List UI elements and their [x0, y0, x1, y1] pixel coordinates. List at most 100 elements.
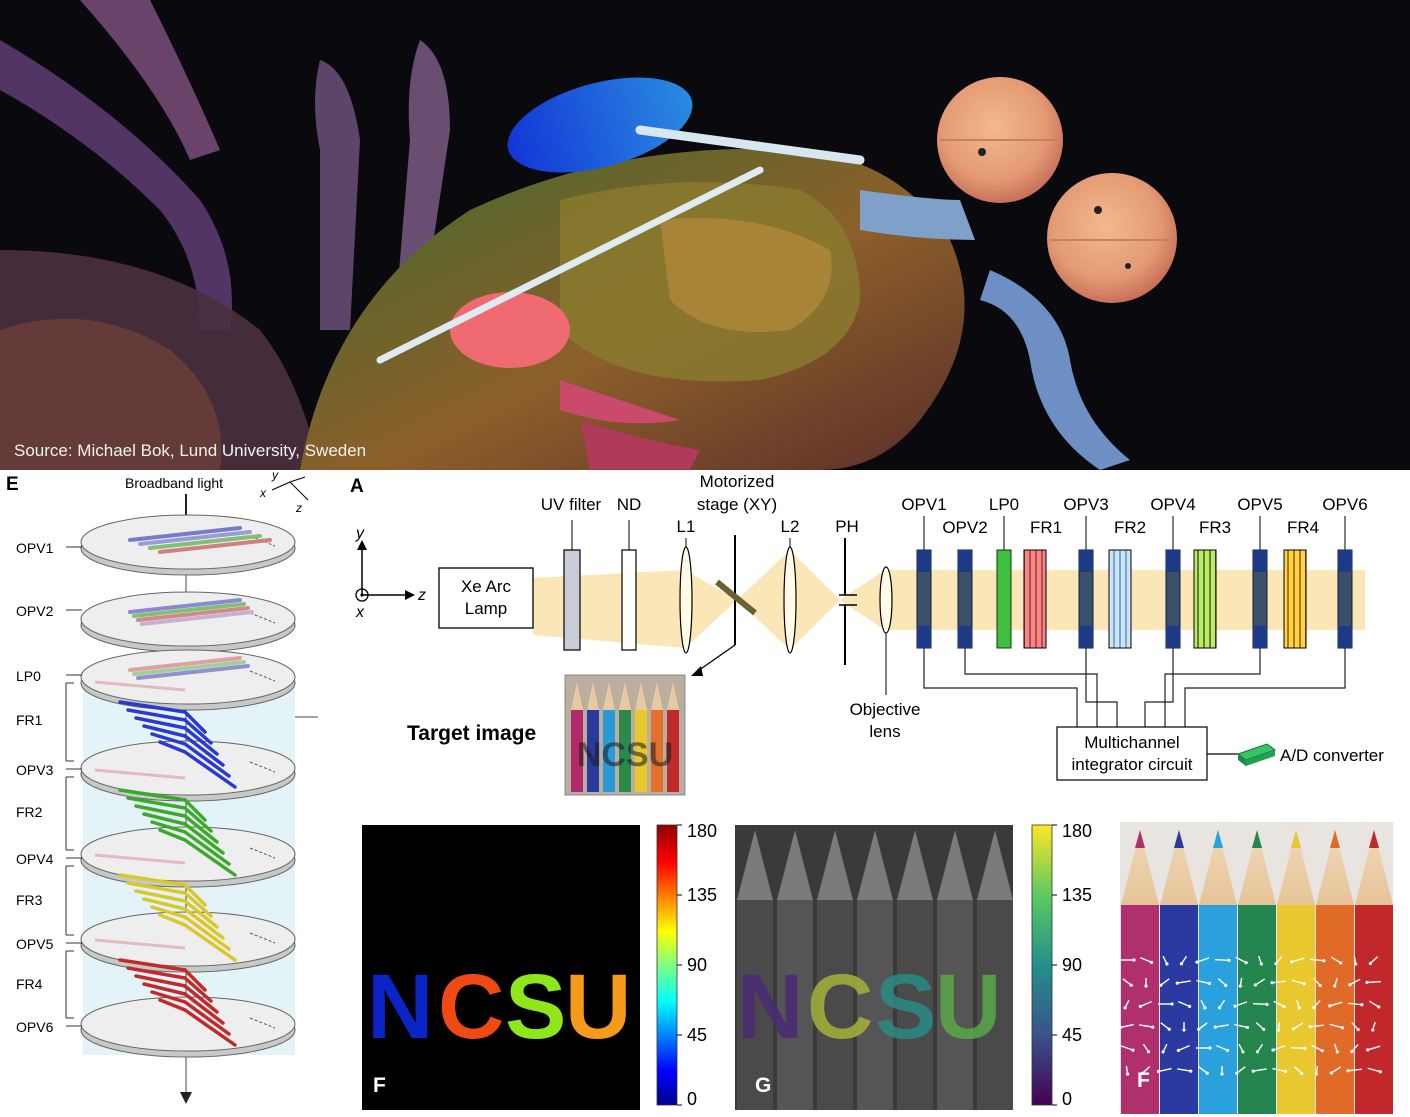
fr-rod	[134, 804, 187, 818]
orientation-vector	[1291, 957, 1305, 963]
color-pencil	[1277, 905, 1315, 1114]
gray-pencil-tip	[857, 830, 893, 900]
mantis-shrimp-photo: Source: Michael Bok, Lund University, Sw…	[0, 0, 1410, 470]
thumb-pencil	[587, 710, 599, 792]
layer-label-fr3: FR3	[16, 892, 43, 908]
orientation-vector	[1196, 957, 1210, 963]
thumb-pencil	[619, 710, 631, 792]
orientation-vector	[1120, 1045, 1134, 1051]
orientation-vector	[1253, 1068, 1267, 1072]
orientation-vector	[1236, 1066, 1246, 1074]
orientation-vector	[1273, 1000, 1285, 1008]
thumb-pencil	[571, 710, 583, 792]
orientation-vector	[1234, 1001, 1248, 1007]
svg-text:Motorized: Motorized	[700, 472, 775, 491]
fr-rod	[150, 732, 187, 746]
orientation-vector	[1291, 979, 1305, 985]
svg-text:integrator circuit: integrator circuit	[1072, 755, 1193, 774]
thumb-pencil	[635, 710, 647, 792]
motorized-stage: Motorized stage (XY)	[691, 472, 777, 676]
panel-e-axes: y x z	[259, 470, 309, 515]
fr-rod	[118, 958, 187, 972]
ncsu-letter-s: S	[505, 956, 566, 1058]
fr-rotator	[1023, 549, 1047, 649]
fr-rod	[126, 966, 187, 980]
orientation-vector	[1177, 1068, 1191, 1072]
stack-rod	[136, 606, 250, 622]
detector-label-fr1: FR1	[1030, 518, 1062, 537]
colorbar-tick: 45	[1062, 1025, 1082, 1045]
lens-l2-label: L2	[781, 517, 800, 536]
orientation-vector	[1367, 1045, 1381, 1051]
pinhole: PH	[835, 517, 859, 665]
detector-label-opv5: OPV5	[1237, 495, 1282, 514]
layer-label-opv6: OPV6	[16, 1019, 54, 1035]
lens-l1-label: L1	[677, 517, 696, 536]
orientation-vector	[1348, 1002, 1362, 1006]
orientation-vector	[1198, 1066, 1208, 1074]
fr-rod	[150, 905, 187, 919]
layer-label-opv2: OPV2	[16, 603, 54, 619]
objective-lens-label-2: lens	[869, 722, 900, 741]
signal-wire	[1085, 648, 1118, 727]
stack-disc	[80, 649, 296, 705]
thumb-pencil-tip	[635, 682, 647, 710]
color-pencil	[1121, 905, 1159, 1114]
colorbar-tick: 90	[1062, 955, 1082, 975]
thumb-pencil-tip	[619, 682, 631, 710]
color-pencil	[1199, 905, 1237, 1114]
svg-text:NCSU: NCSU	[577, 736, 673, 774]
orientation-vector	[1254, 978, 1266, 986]
orientation-vector	[1310, 1024, 1324, 1028]
multichannel-integrator: Multichannel integrator circuit	[1056, 726, 1208, 781]
orientation-vector	[1158, 1067, 1172, 1073]
detector-label-opv4: OPV4	[1150, 495, 1195, 514]
fr-rotator	[1193, 549, 1217, 649]
svg-text:Xe Arc: Xe Arc	[461, 577, 512, 596]
detector-label-opv3: OPV3	[1063, 495, 1108, 514]
uv-filter-label: UV filter	[541, 495, 602, 514]
panel-f-vector-field-photo: F	[1118, 822, 1393, 1114]
svg-text:y: y	[355, 525, 365, 542]
gray-pencil-tip	[817, 830, 853, 900]
thumb-pencil	[667, 710, 679, 792]
detector-label-fr3: FR3	[1199, 518, 1231, 537]
stack-rod	[140, 610, 254, 626]
thumb-pencil-tip	[603, 682, 615, 710]
orientation-vector	[1198, 1022, 1208, 1030]
orientation-vector	[1366, 980, 1382, 984]
orientation-vector	[1122, 978, 1132, 986]
layer-label-opv5: OPV5	[16, 936, 54, 952]
orientation-vector	[1329, 1001, 1343, 1007]
svg-text:x: x	[355, 604, 365, 621]
ad-converter-chip	[1236, 743, 1277, 766]
fr-rod	[126, 881, 187, 895]
color-pencil-tip	[1160, 830, 1198, 905]
panel-e-device-stack: E Broadband light y x z OPV1 OPV2 LP0 FR1 OP…	[6, 470, 318, 1104]
target-image-label: Target image	[407, 722, 536, 745]
fr-rod	[158, 740, 187, 754]
orientation-vector	[1139, 1024, 1153, 1028]
color-pencil-tip	[1277, 830, 1315, 905]
layer-label-opv3: OPV3	[16, 762, 54, 778]
g-letter-u: U	[935, 956, 1001, 1058]
detector-label-lp0: LP0	[989, 495, 1019, 514]
viridis-colorbar	[1031, 824, 1053, 1106]
color-pencil-tip	[1238, 830, 1276, 905]
nd-label: ND	[617, 495, 642, 514]
svg-text:y: y	[271, 470, 279, 482]
stack-rod	[128, 598, 242, 614]
orientation-vector	[1330, 956, 1342, 964]
color-pencil	[1355, 905, 1393, 1114]
panel-a-letter: A	[350, 476, 364, 497]
svg-text:z: z	[417, 587, 426, 604]
g-letter-c: C	[807, 956, 873, 1058]
orientation-vector	[1178, 1044, 1190, 1052]
color-pencil-tip	[1355, 830, 1393, 905]
signal-wire	[923, 648, 1078, 727]
layer-label-opv4: OPV4	[16, 851, 54, 867]
gray-pencil	[977, 900, 1013, 1110]
orientation-vector	[1235, 956, 1247, 964]
orientation-vector	[1367, 1067, 1381, 1073]
uv-filter	[563, 549, 581, 651]
